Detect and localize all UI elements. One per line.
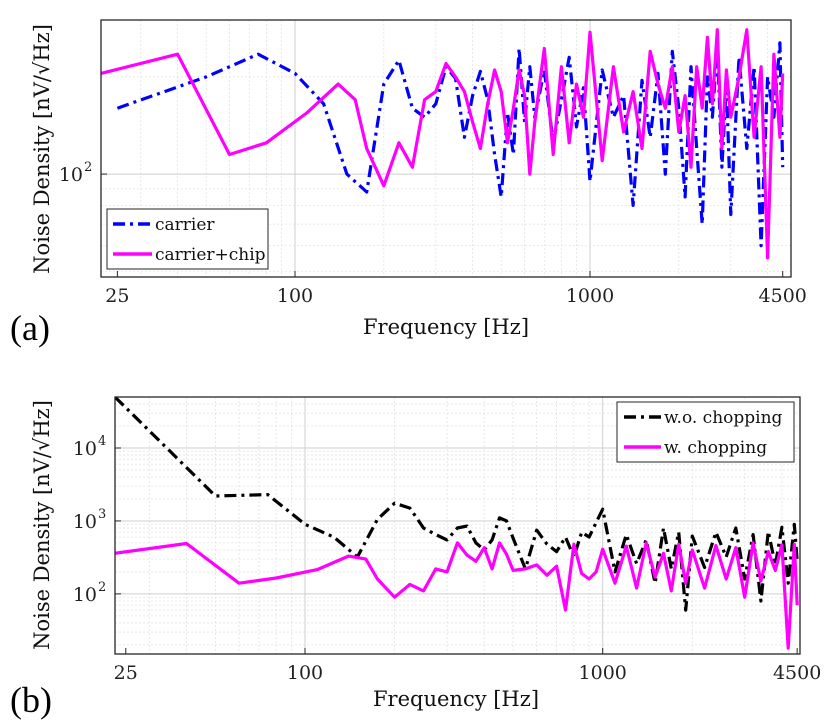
panel-label-a: (a)	[10, 308, 50, 348]
series-lines-a	[101, 28, 785, 260]
panel-a: 25 100 1000 4500 10 2 Frequency [Hz] Noise D…	[10, 19, 807, 348]
series-line-carrier	[116, 41, 785, 248]
x-tick-label: 4500	[773, 662, 821, 684]
y-tick-label: 10	[73, 584, 97, 606]
y-axis-label-a: Noise Density [nV/√Hz]	[30, 24, 54, 274]
x-tick-label: 100	[277, 285, 313, 307]
y-tick-label: 10	[59, 164, 83, 186]
legend-label-carrier-chip: carrier+chip	[155, 245, 266, 265]
y-tick-exponent: 2	[98, 580, 106, 595]
x-ticks-a: 25 100 1000 4500	[105, 271, 807, 307]
series-lines-b	[115, 397, 799, 650]
legend-b: w.o. chopping w. chopping	[616, 401, 795, 463]
x-axis-label-a: Frequency [Hz]	[363, 315, 529, 339]
legend-label-carrier: carrier	[155, 215, 215, 235]
legend-label-w-chopping: w. chopping	[664, 438, 767, 458]
legend-a: carrier carrier+chip	[106, 208, 269, 270]
y-tick-label: 10	[73, 511, 97, 533]
series-line-w-chopping	[115, 541, 799, 650]
y-tick-exponent: 3	[98, 507, 106, 522]
panel-label-b: (b)	[10, 680, 52, 720]
series-line-carrier-chip	[101, 28, 785, 260]
x-tick-label: 25	[114, 662, 138, 684]
x-tick-label: 1000	[579, 662, 627, 684]
plot-frame-a	[100, 19, 792, 278]
x-tick-label: 1000	[566, 285, 614, 307]
x-tick-label: 4500	[759, 285, 807, 307]
legend-label-wo-chopping: w.o. chopping	[664, 408, 783, 428]
y-axis-label-b: Noise Density [nV/√Hz]	[30, 400, 54, 650]
legend-box-a	[106, 208, 269, 270]
y-tick-exponent: 4	[98, 434, 106, 449]
y-ticks-a: 10 2	[59, 160, 107, 186]
series-line-w-o-chopping	[115, 397, 799, 612]
x-ticks-b: 25 100 1000 4500	[114, 648, 821, 684]
x-axis-label-b: Frequency [Hz]	[373, 687, 539, 711]
plot-frame-b	[114, 396, 801, 655]
y-tick-label: 10	[73, 438, 97, 460]
y-tick-exponent: 2	[84, 160, 92, 175]
x-tick-label: 25	[105, 285, 129, 307]
x-tick-label: 100	[287, 662, 323, 684]
legend-box-b	[616, 401, 795, 463]
